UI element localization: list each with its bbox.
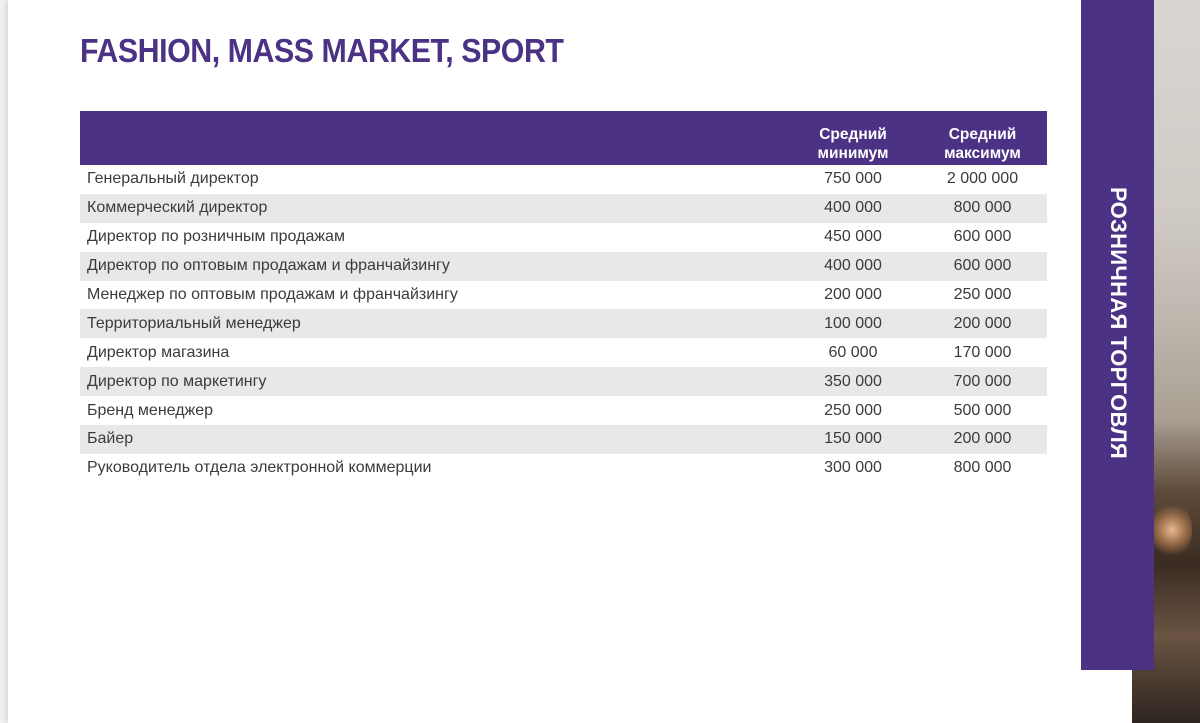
cell-min: 200 000 bbox=[824, 286, 882, 303]
cell-min: 750 000 bbox=[824, 170, 882, 188]
cell-min: 450 000 bbox=[824, 228, 882, 246]
cell-position: Байер bbox=[87, 430, 134, 448]
cell-min: 250 000 bbox=[824, 401, 882, 419]
cell-min: 60 000 bbox=[828, 343, 878, 361]
cell-min: 400 000 bbox=[824, 257, 882, 275]
table-row: Бренд менеджер 250 000 500 000 bbox=[80, 396, 1047, 425]
cell-max: 800 000 bbox=[953, 199, 1012, 217]
table-row: Генеральный директор 750 000 2 000 000 bbox=[80, 165, 1047, 194]
cell-max: 600 000 bbox=[953, 228, 1012, 246]
table-row: Директор по оптовым продажам и франчайзи… bbox=[80, 251, 1047, 281]
page-title: FASHION, MASS MARKET, SPORT bbox=[80, 32, 564, 69]
cell-max: 500 000 bbox=[953, 401, 1012, 419]
cell-max: 700 000 bbox=[953, 372, 1012, 390]
side-photo-highlight bbox=[1152, 500, 1192, 560]
cell-max: 200 000 bbox=[953, 314, 1012, 332]
table-row: Менеджер по оптовым продажам и франчайзи… bbox=[80, 281, 1047, 310]
table-row: Директор магазина 60 000 170 000 bbox=[80, 338, 1047, 367]
cell-min: 300 000 bbox=[824, 459, 882, 477]
cell-position: Генеральный директор bbox=[87, 170, 259, 188]
cell-position: Коммерческий директор bbox=[87, 199, 268, 217]
table-header-row: Средний минимум Средний максимум bbox=[80, 111, 1047, 165]
cell-min: 100 000 bbox=[824, 314, 882, 332]
salary-table: Средний минимум Средний максимум Генеральн… bbox=[80, 111, 1047, 483]
cell-min: 350 000 bbox=[824, 372, 882, 390]
cell-min: 150 000 bbox=[824, 430, 882, 448]
cell-position: Директор по розничным продажам bbox=[87, 228, 345, 246]
cell-max: 200 000 bbox=[953, 430, 1012, 448]
header-max: Средний максимум bbox=[944, 126, 1021, 162]
cell-position: Директор магазина bbox=[87, 343, 230, 361]
table-row: Коммерческий директор 400 000 800 000 bbox=[80, 193, 1047, 223]
cell-max: 170 000 bbox=[953, 343, 1012, 361]
cell-position: Руководитель отдела электронной коммерци… bbox=[87, 459, 432, 477]
cell-position: Директор по оптовым продажам и франчайзи… bbox=[87, 257, 450, 275]
table-row: Территориальный менеджер 100 000 200 000 bbox=[80, 309, 1047, 339]
table-row: Директор по розничным продажам 450 000 600… bbox=[80, 223, 1047, 252]
table-row: Байер 150 000 200 000 bbox=[80, 425, 1047, 454]
table-body: Генеральный директор 750 000 2 000 000 Комм… bbox=[80, 165, 1047, 483]
cell-position: Менеджер по оптовым продажам и франчайзи… bbox=[87, 286, 458, 303]
cell-position: Территориальный менеджер bbox=[87, 314, 301, 332]
cell-max: 800 000 bbox=[953, 459, 1012, 477]
table-row: Руководитель отдела электронной коммерци… bbox=[80, 454, 1047, 483]
document-page: FASHION, MASS MARKET, SPORT Средний миним… bbox=[8, 0, 1132, 723]
section-label: РОЗНИЧНАЯ ТОРГОВЛЯ bbox=[1106, 186, 1131, 460]
section-strip bbox=[1081, 0, 1154, 670]
cell-position: Директор по маркетингу bbox=[87, 372, 267, 390]
cell-max: 600 000 bbox=[953, 257, 1012, 275]
header-min: Средний минимум bbox=[817, 126, 889, 162]
cell-min: 400 000 bbox=[824, 199, 882, 217]
cell-max: 2 000 000 bbox=[946, 170, 1019, 188]
cell-max: 250 000 bbox=[953, 286, 1012, 303]
table-row: Директор по маркетингу 350 000 700 000 bbox=[80, 367, 1047, 397]
cell-position: Бренд менеджер bbox=[87, 401, 214, 419]
header-position bbox=[80, 111, 788, 165]
